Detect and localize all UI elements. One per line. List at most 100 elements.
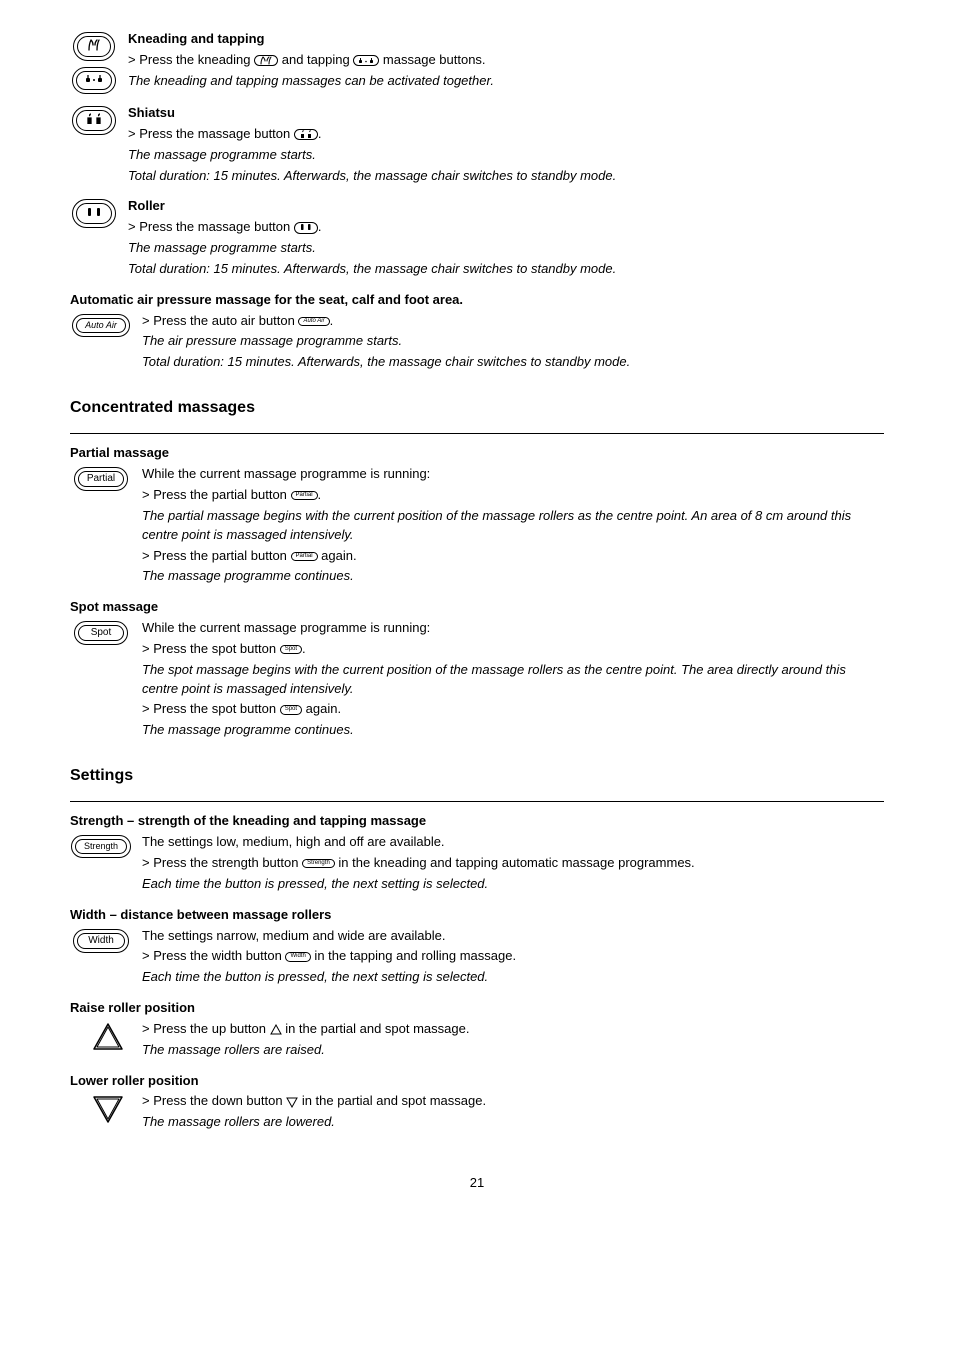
shiatsu-inline-icon xyxy=(294,129,318,141)
roller-block: Roller > Press the massage button . The … xyxy=(70,197,884,280)
shiatsu-heading: Shiatsu xyxy=(128,104,884,123)
page-number: 21 xyxy=(70,1174,884,1193)
concentrated-title: Concentrated massages xyxy=(70,396,884,419)
partial-heading: Partial massage xyxy=(70,444,884,463)
shiatsu-line3: Total duration: 15 minutes. Afterwards, … xyxy=(128,167,884,186)
width-icon-col: Width xyxy=(70,927,132,953)
partial-icon-col: Partial xyxy=(70,465,132,491)
raise-block: > Press the up button in the partial and… xyxy=(70,1020,884,1062)
shiatsu-text: Shiatsu > Press the massage button . The… xyxy=(128,104,884,187)
tapping-inline-icon xyxy=(353,55,379,67)
raise-text: > Press the up button in the partial and… xyxy=(142,1020,884,1062)
partial-block: Partial While the current massage progra… xyxy=(70,465,884,588)
partial-line1: While the current massage programme is r… xyxy=(142,465,884,484)
kneading-tapping-icons xyxy=(70,30,118,94)
spot-heading: Spot massage xyxy=(70,598,884,617)
kneading-tapping-text: Kneading and tapping > Press the kneadin… xyxy=(128,30,884,93)
shiatsu-block: Shiatsu > Press the massage button . The… xyxy=(70,104,884,187)
strength-block: Strength The settings low, medium, high … xyxy=(70,833,884,896)
roller-line2: The massage programme starts. xyxy=(128,239,884,258)
partial-inline-icon: Partial xyxy=(291,491,318,500)
width-line1: The settings narrow, medium and wide are… xyxy=(142,927,884,946)
kneading-tapping-block: Kneading and tapping > Press the kneadin… xyxy=(70,30,884,94)
kneading-icon xyxy=(73,32,115,61)
rule-2 xyxy=(70,801,884,802)
roller-icon-col xyxy=(70,197,118,228)
lower-line2: The massage rollers are lowered. xyxy=(142,1113,884,1132)
shiatsu-line1: > Press the massage button . xyxy=(128,125,884,144)
width-text: The settings narrow, medium and wide are… xyxy=(142,927,884,990)
width-line3: Each time the button is pressed, the nex… xyxy=(142,968,884,987)
auto-air-block: Auto Air > Press the auto air button Aut… xyxy=(70,312,884,375)
width-icon: Width xyxy=(73,929,129,953)
strength-icon: Strength xyxy=(71,835,131,858)
strength-inline-icon: Strength xyxy=(302,859,335,868)
spot-text: While the current massage programme is r… xyxy=(142,619,884,742)
kneading-line2: The kneading and tapping massages can be… xyxy=(128,72,884,91)
partial-icon: Partial xyxy=(74,467,128,491)
auto-air-line2: The air pressure massage programme start… xyxy=(142,332,884,351)
triangle-up-inline-icon xyxy=(270,1024,282,1035)
spot-block: Spot While the current massage programme… xyxy=(70,619,884,742)
partial-line3: The partial massage begins with the curr… xyxy=(142,507,884,545)
kneading-tapping-heading: Kneading and tapping xyxy=(128,30,884,49)
strength-heading: Strength – strength of the kneading and … xyxy=(70,812,884,831)
roller-icon xyxy=(72,199,116,228)
shiatsu-line2: The massage programme starts. xyxy=(128,146,884,165)
spot-icon-col: Spot xyxy=(70,619,132,645)
auto-air-icon-col: Auto Air xyxy=(70,312,132,337)
width-line2: > Press the width button Width in the ta… xyxy=(142,947,884,966)
spot-line5: The massage programme continues. xyxy=(142,721,884,740)
strength-line1: The settings low, medium, high and off a… xyxy=(142,833,884,852)
partial-line4: > Press the partial button Partial again… xyxy=(142,547,884,566)
width-inline-icon: Width xyxy=(285,952,310,961)
roller-line3: Total duration: 15 minutes. Afterwards, … xyxy=(128,260,884,279)
spot-line4: > Press the spot button Spot again. xyxy=(142,700,884,719)
width-heading: Width – distance between massage rollers xyxy=(70,906,884,925)
partial-text: While the current massage programme is r… xyxy=(142,465,884,588)
raise-heading: Raise roller position xyxy=(70,999,884,1018)
settings-title: Settings xyxy=(70,764,884,787)
auto-air-line1: > Press the auto air button Auto Air. xyxy=(142,312,884,331)
spot-inline-icon: Spot xyxy=(280,645,302,654)
auto-air-icon: Auto Air xyxy=(72,314,130,337)
lower-icon-col xyxy=(70,1092,132,1124)
auto-air-text: > Press the auto air button Auto Air. Th… xyxy=(142,312,884,375)
lower-line1: > Press the down button in the partial a… xyxy=(142,1092,884,1111)
partial-inline-icon-2: Partial xyxy=(291,552,318,561)
auto-air-line3: Total duration: 15 minutes. Afterwards, … xyxy=(142,353,884,372)
width-block: Width The settings narrow, medium and wi… xyxy=(70,927,884,990)
partial-line5: The massage programme continues. xyxy=(142,567,884,586)
triangle-down-inline-icon xyxy=(286,1097,298,1108)
lower-text: > Press the down button in the partial a… xyxy=(142,1092,884,1134)
spot-line2: > Press the spot button Spot. xyxy=(142,640,884,659)
strength-line3: Each time the button is pressed, the nex… xyxy=(142,875,884,894)
auto-air-inline-icon: Auto Air xyxy=(298,317,329,326)
kneading-inline-icon xyxy=(254,55,278,67)
triangle-up-icon xyxy=(91,1022,125,1052)
rule-1 xyxy=(70,433,884,434)
lower-heading: Lower roller position xyxy=(70,1072,884,1091)
strength-line2: > Press the strength button Strength in … xyxy=(142,854,884,873)
shiatsu-icon xyxy=(72,106,116,135)
strength-icon-col: Strength xyxy=(70,833,132,858)
roller-line1: > Press the massage button . xyxy=(128,218,884,237)
auto-air-heading: Automatic air pressure massage for the s… xyxy=(70,291,884,310)
strength-text: The settings low, medium, high and off a… xyxy=(142,833,884,896)
roller-heading: Roller xyxy=(128,197,884,216)
kneading-line1: > Press the kneading and tapping massage… xyxy=(128,51,884,70)
spot-line3: The spot massage begins with the current… xyxy=(142,661,884,699)
spot-inline-icon-2: Spot xyxy=(280,705,302,714)
spot-icon: Spot xyxy=(74,621,129,645)
triangle-down-icon xyxy=(91,1094,125,1124)
raise-line1: > Press the up button in the partial and… xyxy=(142,1020,884,1039)
partial-line2: > Press the partial button Partial. xyxy=(142,486,884,505)
shiatsu-icon-col xyxy=(70,104,118,135)
lower-block: > Press the down button in the partial a… xyxy=(70,1092,884,1134)
spot-line1: While the current massage programme is r… xyxy=(142,619,884,638)
roller-inline-icon xyxy=(294,222,318,234)
roller-text: Roller > Press the massage button . The … xyxy=(128,197,884,280)
raise-line2: The massage rollers are raised. xyxy=(142,1041,884,1060)
raise-icon-col xyxy=(70,1020,132,1052)
tapping-icon xyxy=(72,67,116,94)
